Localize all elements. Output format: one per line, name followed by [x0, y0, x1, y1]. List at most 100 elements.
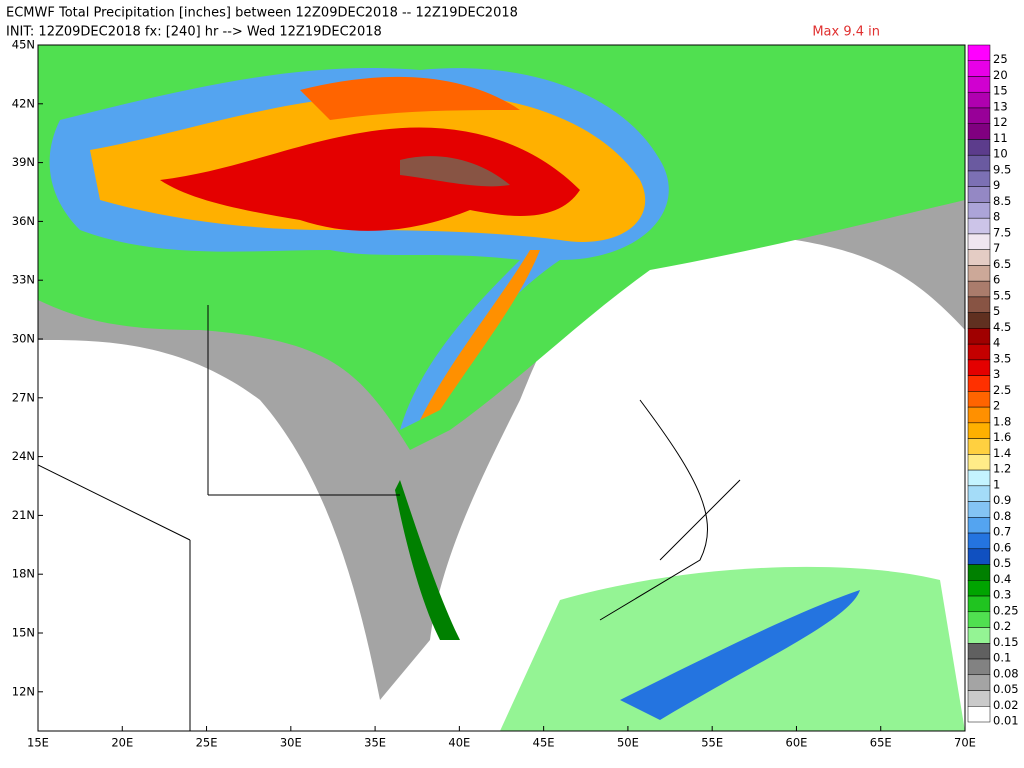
lat-tick-label: 39N	[12, 155, 35, 169]
colorbar-label: 2	[993, 399, 1000, 413]
colorbar-label: 0.01	[993, 714, 1019, 728]
colorbar-label: 1.8	[993, 414, 1011, 428]
colorbar: 252015131211109.598.587.576.565.554.543.…	[967, 44, 1019, 728]
colorbar-label: 8	[993, 210, 1000, 224]
colorbar-label: 0.3	[993, 588, 1011, 602]
colorbar-label: 0.8	[993, 509, 1011, 523]
lon-tick-label: 60E	[786, 736, 808, 750]
colorbar-swatch	[967, 706, 991, 723]
colorbar-label: 1.6	[993, 430, 1011, 444]
colorbar-label: 2.5	[993, 383, 1011, 397]
lat-tick-label: 42N	[12, 96, 35, 110]
colorbar-swatch	[967, 265, 991, 282]
colorbar-swatch	[967, 60, 991, 77]
colorbar-label: 1.2	[993, 462, 1011, 476]
colorbar-label: 20	[993, 68, 1008, 82]
colorbar-label: 0.02	[993, 698, 1019, 712]
colorbar-swatch	[967, 312, 991, 329]
colorbar-label: 0.15	[993, 635, 1019, 649]
colorbar-swatch	[967, 249, 991, 266]
colorbar-label: 25	[993, 52, 1008, 66]
colorbar-swatch	[967, 123, 991, 140]
lon-tick-label: 20E	[111, 736, 133, 750]
colorbar-label: 1	[993, 477, 1000, 491]
lat-tick-label: 45N	[12, 38, 35, 52]
colorbar-swatch	[967, 454, 991, 471]
borders	[38, 305, 741, 731]
colorbar-label: 6	[993, 273, 1000, 287]
colorbar-swatch	[967, 532, 991, 550]
colorbar-swatch	[967, 422, 991, 439]
lon-tick-label: 70E	[954, 736, 976, 750]
lat-tick-label: 12N	[12, 684, 35, 698]
title-line-1: ECMWF Total Precipitation [inches] betwe…	[6, 6, 518, 21]
colorbar-label: 5.5	[993, 288, 1011, 302]
colorbar-swatch	[967, 643, 991, 660]
lon-tick-label: 30E	[280, 736, 302, 750]
colorbar-swatch	[967, 375, 991, 392]
colorbar-swatch	[967, 154, 991, 172]
colorbar-swatch	[967, 202, 991, 219]
colorbar-swatch	[967, 595, 991, 613]
colorbar-label: 4.5	[993, 320, 1011, 334]
colorbar-label: 9.5	[993, 162, 1011, 176]
colorbar-label: 11	[993, 131, 1008, 145]
lon-tick-label: 55E	[701, 736, 723, 750]
colorbar-label: 3	[993, 367, 1000, 381]
title-line-2: INIT: 12Z09DEC2018 fx: [240] hr --> Wed …	[6, 25, 382, 40]
colorbar-label: 7.5	[993, 225, 1011, 239]
colorbar-swatch	[967, 580, 991, 597]
colorbar-label: 10	[993, 147, 1008, 161]
colorbar-label: 0.9	[993, 493, 1011, 507]
colorbar-label: 4	[993, 336, 1000, 350]
colorbar-swatch	[967, 328, 991, 345]
colorbar-label: 0.05	[993, 682, 1019, 696]
precip-area	[160, 127, 580, 231]
colorbar-swatch	[967, 359, 991, 376]
precip-area	[300, 76, 520, 120]
lat-tick-label: 36N	[12, 214, 35, 228]
colorbar-label: 0.2	[993, 619, 1011, 633]
colorbar-swatch	[967, 674, 991, 691]
colorbar-swatch	[967, 170, 991, 187]
lon-tick-label: 40E	[448, 736, 470, 750]
lat-tick-label: 30N	[12, 332, 35, 346]
colorbar-swatch	[967, 501, 991, 518]
colorbar-swatch	[967, 186, 991, 203]
max-label: Max 9.4 in	[812, 25, 880, 40]
colorbar-label: 1.4	[993, 446, 1011, 460]
lat-tick-label: 15N	[12, 626, 35, 640]
lat-tick-label: 27N	[12, 390, 35, 404]
colorbar-label: 15	[993, 84, 1008, 98]
colorbar-swatch	[967, 44, 991, 61]
colorbar-swatch	[967, 76, 991, 93]
colorbar-swatch	[967, 280, 991, 298]
colorbar-swatch	[967, 391, 991, 408]
lon-tick-label: 65E	[870, 736, 892, 750]
precip-area	[620, 590, 860, 720]
colorbar-swatch	[967, 296, 991, 313]
lon-tick-label: 50E	[617, 736, 639, 750]
colorbar-swatch	[967, 438, 991, 455]
colorbar-swatch	[967, 91, 991, 109]
colorbar-swatch	[967, 658, 991, 676]
colorbar-label: 0.1	[993, 651, 1011, 665]
colorbar-swatch	[967, 690, 991, 707]
precip-area	[420, 250, 540, 420]
colorbar-label: 8.5	[993, 194, 1011, 208]
colorbar-swatch	[967, 517, 991, 534]
colorbar-label: 9	[993, 178, 1000, 192]
precip-area	[400, 156, 510, 187]
colorbar-label: 0.6	[993, 540, 1011, 554]
colorbar-swatch	[967, 217, 991, 235]
colorbar-swatch	[967, 611, 991, 628]
colorbar-swatch	[967, 564, 991, 581]
colorbar-label: 13	[993, 99, 1008, 113]
lat-tick-label: 21N	[12, 508, 35, 522]
lat-tick-label: 33N	[12, 273, 35, 287]
colorbar-label: 0.7	[993, 525, 1011, 539]
colorbar-label: 0.4	[993, 572, 1011, 586]
lat-tick-label: 18N	[12, 567, 35, 581]
map	[38, 45, 965, 731]
